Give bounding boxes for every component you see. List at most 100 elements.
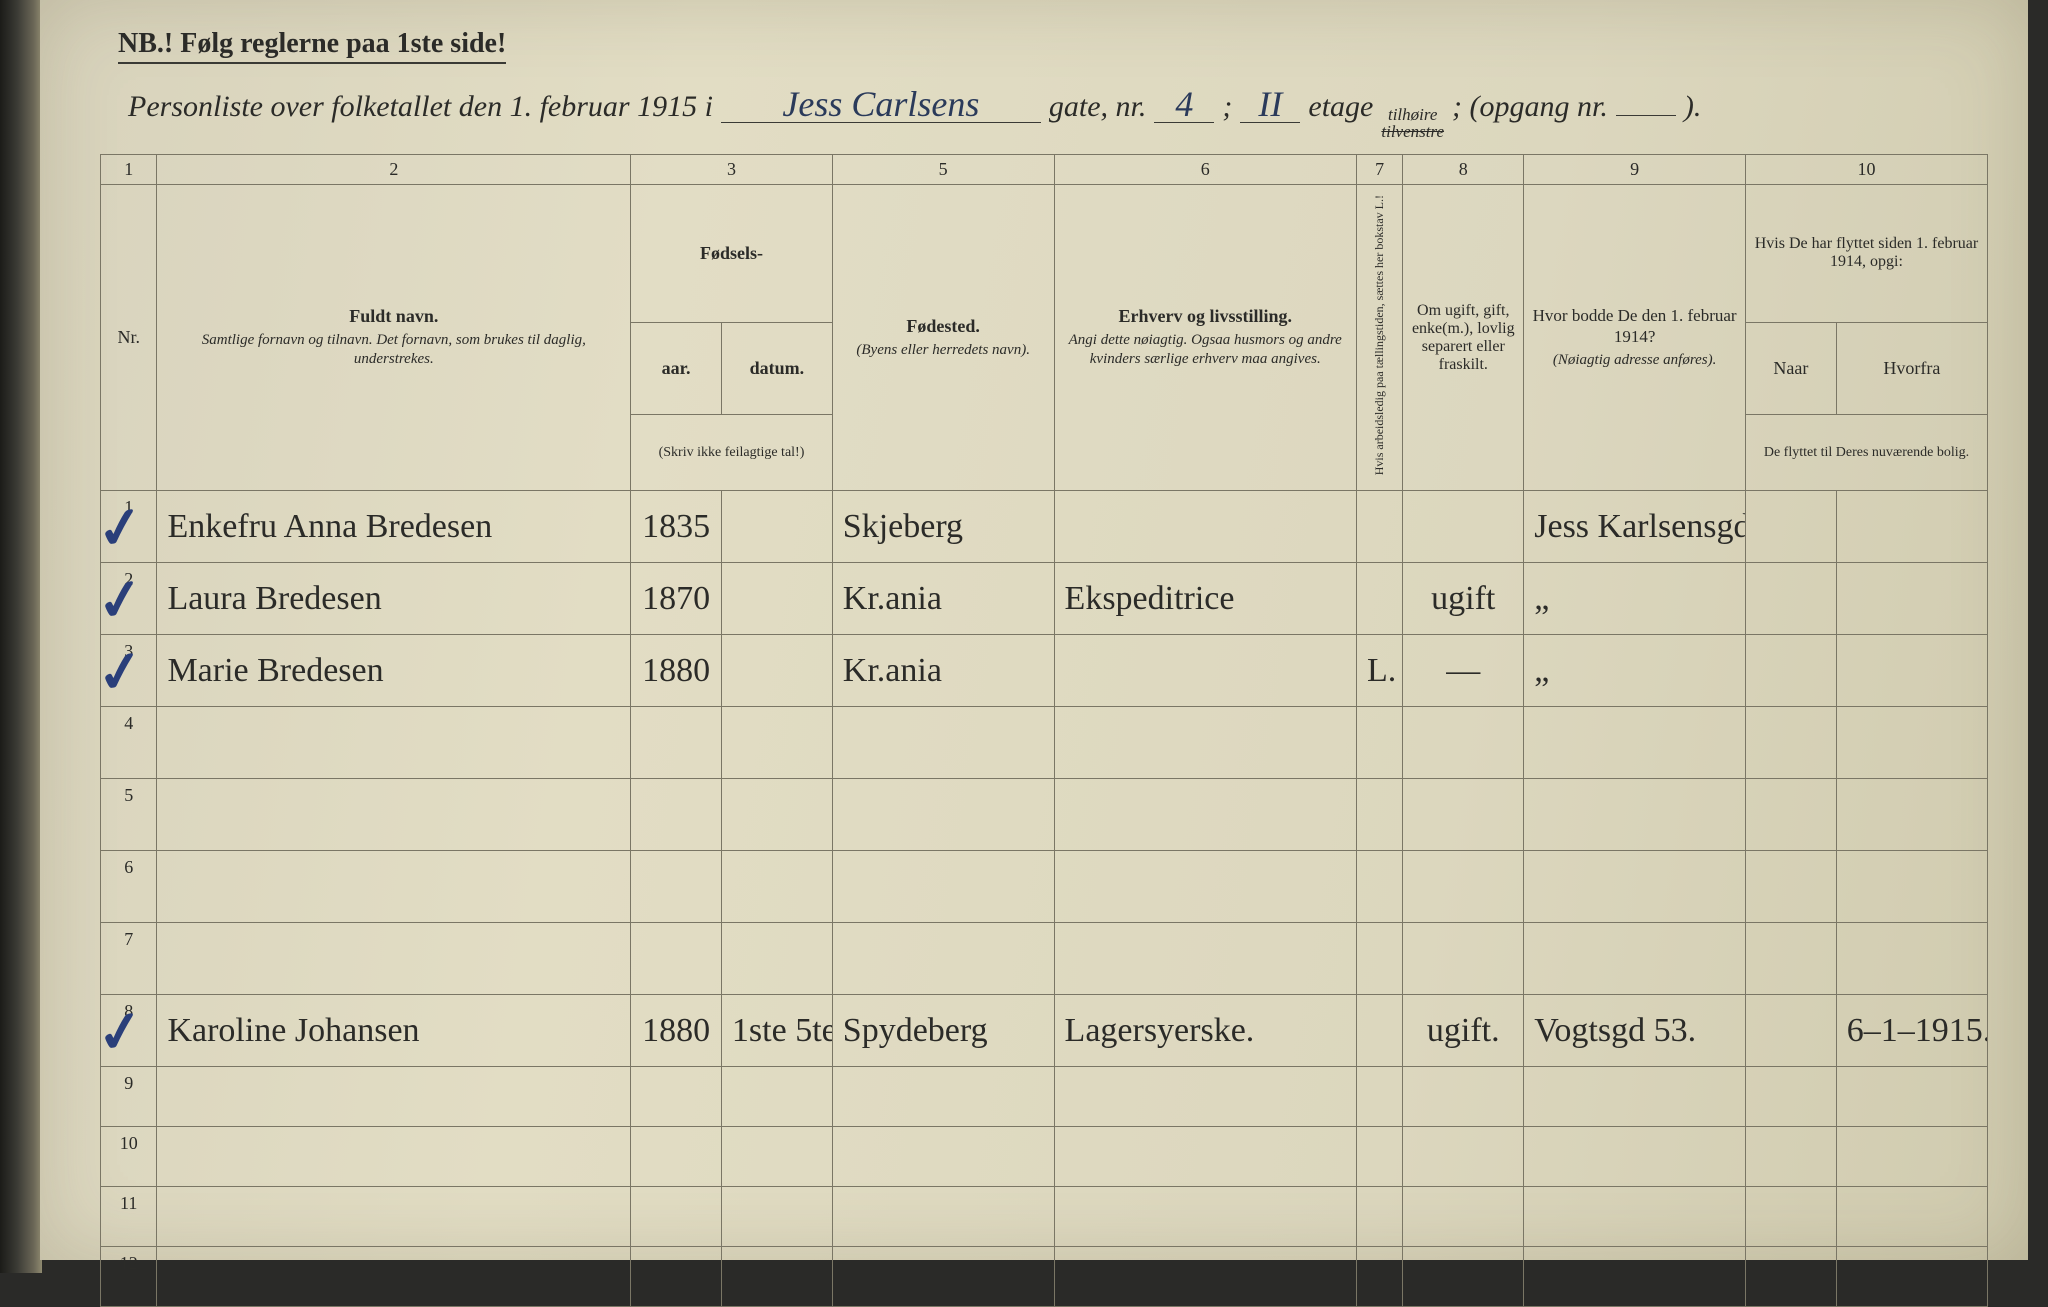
cell-naar [1746,995,1837,1067]
hdr-name-title: Fuldt navn. [349,306,438,326]
cell-aar: 1880 [631,635,722,707]
cell-datum [721,563,832,635]
row-number: 1 [124,497,133,517]
cell-col7 [1356,779,1402,851]
cell-fodested [832,851,1054,923]
cell-name [157,851,631,923]
cell-name [157,1067,631,1127]
hdr-aar: aar. [631,322,722,414]
cell-nr: ✓3 [101,635,157,707]
cell-aar [631,1187,722,1247]
cell-hvorfra [1836,1247,1987,1307]
cell-addr [1524,707,1746,779]
title-prefix: Personliste over folketallet den 1. febr… [128,90,713,124]
cell-hvorfra [1836,1187,1987,1247]
closing-paren: ). [1684,90,1702,124]
cell-name [157,1127,631,1187]
side-top: tilhøire [1381,106,1444,123]
cell-aar [631,779,722,851]
cell-naar [1746,563,1837,635]
cell-name [157,1187,631,1247]
cell-aar [631,1247,722,1307]
table-row: 4 [101,707,1988,779]
hdr-nr: Nr. [101,185,157,491]
cell-hvorfra [1836,923,1987,995]
cell-addr [1524,1247,1746,1307]
cell-erhverv [1054,851,1356,923]
cell-datum: 1ste 5te [721,995,832,1067]
cell-name: Laura Bredesen [157,563,631,635]
hdr-col8: Om ugift, gift, enke(m.), lovlig separer… [1403,185,1524,491]
cell-naar [1746,779,1837,851]
hdr-datum-label: datum. [750,358,805,378]
row-number: 3 [124,641,133,661]
hdr-aar-label: aar. [662,358,691,378]
hdr-fodsels-label: Fødsels- [700,243,763,263]
cell-col8 [1403,707,1524,779]
hdr-col9: Hvor bodde De den 1. februar 1914? (Nøia… [1524,185,1746,491]
cell-col8: ugift. [1403,995,1524,1067]
cell-hvorfra [1836,635,1987,707]
cell-aar [631,707,722,779]
table-row: 9 [101,1067,1988,1127]
cell-col7: L. [1356,635,1402,707]
colnum-5: 5 [832,155,1054,185]
cell-hvorfra [1836,491,1987,563]
hdr-col10-sub: De flyttet til Deres nuværende bolig. [1746,414,1988,491]
cell-datum [721,707,832,779]
hdr-fodested-title: Fødested. [906,316,980,336]
cell-col8 [1403,923,1524,995]
cell-col7 [1356,851,1402,923]
cell-hvorfra [1836,779,1987,851]
hdr-naar: Naar [1746,322,1837,414]
cell-nr: 11 [101,1187,157,1247]
cell-naar [1746,1067,1837,1127]
cell-nr: 5 [101,779,157,851]
hdr-datum: datum. [721,322,832,414]
cell-col7 [1356,995,1402,1067]
cell-erhverv [1054,635,1356,707]
cell-col7 [1356,491,1402,563]
table-row: ✓2Laura Bredesen1870Kr.aniaEkspeditriceu… [101,563,1988,635]
opgang-label: ; (opgang nr. [1452,90,1608,124]
etage-nr-field: II [1240,86,1300,123]
cell-nr: 12 [101,1247,157,1307]
cell-col8 [1403,1067,1524,1127]
row-number: 2 [124,569,133,589]
book-binding [0,0,42,1273]
cell-naar [1746,851,1837,923]
colnum-9: 9 [1524,155,1746,185]
gate-nr-field: 4 [1154,86,1214,123]
cell-nr: ✓8 [101,995,157,1067]
hdr-col9-sub: (Nøiagtig adresse anføres). [1530,351,1739,370]
colnum-7: 7 [1356,155,1402,185]
colnum-6: 6 [1054,155,1356,185]
cell-addr [1524,1187,1746,1247]
cell-hvorfra [1836,707,1987,779]
cell-addr [1524,1067,1746,1127]
cell-datum [721,1067,832,1127]
cell-fodested [832,1067,1054,1127]
cell-erhverv: Lagersyerske. [1054,995,1356,1067]
cell-naar [1746,1187,1837,1247]
cell-col7 [1356,923,1402,995]
cell-fodested [832,707,1054,779]
cell-datum [721,635,832,707]
hdr-erhverv-title: Erhverv og livsstilling. [1118,306,1292,326]
cell-addr [1524,779,1746,851]
census-form-page: NB.! Følg reglerne paa 1ste side! Person… [40,0,2028,1260]
cell-hvorfra: 6–1–1915. [1836,995,1987,1067]
table-body: ✓1Enkefru Anna Bredesen1835SkjebergJess … [101,491,1988,1307]
side-choice: tilhøire tilvenstre [1381,106,1444,140]
cell-erhverv [1054,491,1356,563]
cell-naar [1746,1127,1837,1187]
cell-col7 [1356,1067,1402,1127]
cell-aar: 1835 [631,491,722,563]
colnum-2: 2 [157,155,631,185]
cell-addr [1524,851,1746,923]
cell-aar [631,923,722,995]
colnum-8: 8 [1403,155,1524,185]
cell-name [157,923,631,995]
cell-fodested [832,779,1054,851]
cell-erhverv [1054,707,1356,779]
